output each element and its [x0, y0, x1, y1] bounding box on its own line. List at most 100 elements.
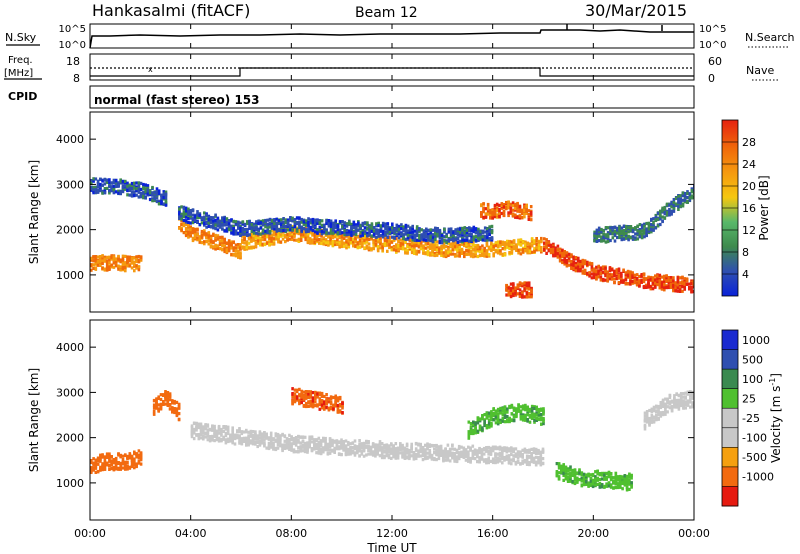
range-cell	[133, 269, 136, 273]
range-cell	[318, 241, 321, 245]
range-cell	[449, 235, 453, 239]
range-cell	[247, 241, 251, 245]
range-cell	[112, 184, 116, 188]
range-cell	[92, 463, 95, 467]
range-cell	[597, 230, 601, 234]
range-cell	[227, 249, 231, 253]
range-cell	[221, 238, 224, 242]
range-cell	[306, 240, 310, 244]
range-cell	[341, 401, 344, 405]
range-cell	[460, 251, 464, 255]
range-cell	[431, 228, 435, 232]
range-cell	[171, 407, 174, 411]
range-cell	[299, 449, 302, 453]
range-cell	[613, 229, 617, 233]
range-cell	[254, 435, 257, 439]
range-cell	[601, 278, 605, 282]
range-cell	[663, 212, 667, 216]
range-cell	[168, 392, 172, 396]
range-cell	[336, 242, 339, 246]
scatter-band-8	[593, 184, 694, 244]
range-cell	[213, 427, 216, 431]
range-cell	[309, 402, 313, 406]
range-cell	[238, 434, 241, 438]
range-cell	[92, 179, 95, 183]
range-cell	[656, 217, 660, 221]
range-cell	[272, 445, 275, 449]
range-cell	[350, 227, 353, 232]
nsky-label: N.Sky	[5, 31, 37, 44]
range-cell	[629, 271, 632, 275]
range-cell	[252, 231, 256, 235]
range-cell	[449, 227, 453, 231]
range-cell	[467, 252, 471, 256]
range-cell	[216, 228, 220, 232]
range-cell	[300, 220, 303, 224]
range-cell	[518, 291, 522, 296]
range-cell	[306, 441, 309, 445]
range-cell	[478, 250, 482, 254]
range-cell	[209, 216, 213, 220]
range-cell	[501, 252, 505, 256]
range-cell	[509, 295, 513, 299]
freq-blip: x	[148, 65, 153, 74]
range-cell	[137, 195, 141, 199]
range-cell	[121, 181, 125, 185]
range-cell	[474, 245, 477, 250]
range-cell	[286, 218, 290, 222]
range-cell	[474, 250, 477, 254]
range-cell	[658, 273, 662, 277]
range-cell	[556, 248, 560, 252]
range-cell	[308, 230, 312, 234]
range-cell	[516, 285, 520, 289]
range-cell	[545, 238, 548, 242]
range-cell	[152, 398, 156, 403]
range-cell	[443, 235, 446, 239]
range-cell	[393, 236, 396, 240]
range-cell	[327, 224, 331, 228]
range-cell	[261, 229, 265, 233]
range-cell	[486, 236, 489, 240]
range-cell	[574, 256, 578, 260]
range-cell	[606, 231, 610, 235]
range-cell	[108, 191, 111, 195]
range-cell	[290, 438, 293, 442]
range-cell	[597, 264, 600, 268]
range-cell	[218, 242, 222, 246]
range-cell	[318, 219, 322, 223]
range-cell	[516, 292, 520, 296]
range-cell	[306, 444, 309, 449]
range-cell	[316, 221, 319, 225]
range-cell	[663, 207, 667, 211]
range-cell	[386, 243, 389, 247]
range-cell	[320, 238, 323, 242]
range-cell	[676, 289, 680, 293]
range-cell	[625, 227, 628, 231]
range-cell	[198, 238, 202, 242]
range-cell	[207, 217, 211, 222]
range-cell	[307, 223, 310, 227]
range-cell	[624, 271, 628, 275]
range-cell	[647, 277, 650, 281]
range-cell	[558, 259, 562, 263]
range-cell	[293, 238, 296, 242]
range-cell	[456, 247, 459, 251]
range-cell	[128, 452, 132, 456]
range-cell	[251, 433, 255, 437]
range-cell	[410, 240, 414, 245]
range-cell	[692, 285, 694, 289]
range-cell	[659, 210, 662, 214]
range-cell	[152, 409, 156, 413]
range-cell	[195, 433, 198, 437]
range-cell	[268, 236, 271, 240]
range-cell	[302, 390, 306, 394]
range-cell	[177, 403, 181, 407]
range-cell	[618, 235, 621, 240]
range-cell	[304, 235, 307, 239]
range-cell	[392, 248, 396, 252]
range-cell	[372, 247, 375, 251]
range-cell	[558, 250, 562, 255]
range-cell	[184, 209, 188, 213]
range-cell	[232, 224, 235, 228]
